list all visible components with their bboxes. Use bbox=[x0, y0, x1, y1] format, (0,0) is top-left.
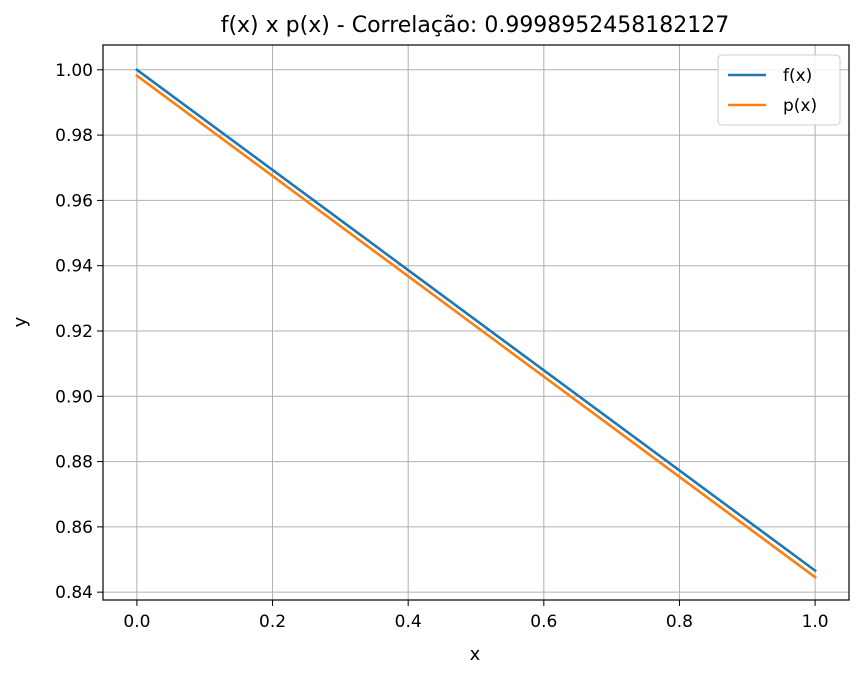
x-tick-label: 0.0 bbox=[123, 612, 150, 632]
legend-box bbox=[717, 54, 841, 126]
series-line-f bbox=[135, 67, 817, 573]
y-tick-label: 0.92 bbox=[55, 322, 93, 342]
x-tick-label: 0.2 bbox=[259, 612, 286, 632]
y-tick-label: 0.94 bbox=[55, 257, 93, 277]
x-tick-label: 0.8 bbox=[666, 612, 693, 632]
legend-label: p(x) bbox=[783, 96, 817, 116]
series-layer bbox=[135, 67, 817, 579]
x-tick-label: 0.4 bbox=[395, 612, 422, 632]
plot-frame bbox=[102, 44, 850, 601]
x-tick-label: 0.6 bbox=[530, 612, 557, 632]
legend: f(x) p(x) bbox=[717, 54, 841, 126]
y-tick-label: 0.84 bbox=[55, 583, 93, 603]
series-line-p bbox=[135, 73, 817, 579]
grid-layer bbox=[103, 45, 849, 600]
x-axis-label: x bbox=[470, 644, 481, 665]
y-axis-label: y bbox=[10, 316, 31, 327]
y-tick-label: 0.90 bbox=[55, 387, 93, 407]
y-tick-label: 0.88 bbox=[55, 453, 93, 473]
y-tick-label: 0.86 bbox=[55, 518, 93, 538]
y-tick-label: 0.98 bbox=[55, 126, 93, 146]
tick-layer: 0.0 0.2 0.4 0.6 0.8 1.0 0.84 0.86 0.88 0.90 0.92 0.… bbox=[55, 61, 828, 632]
chart-title: f(x) x p(x) - Correlação: 0.999895245818… bbox=[221, 13, 730, 38]
y-tick-label: 1.00 bbox=[55, 61, 93, 81]
x-tick-label: 1.0 bbox=[802, 612, 829, 632]
legend-label: f(x) bbox=[783, 66, 812, 86]
y-tick-label: 0.96 bbox=[55, 191, 93, 211]
